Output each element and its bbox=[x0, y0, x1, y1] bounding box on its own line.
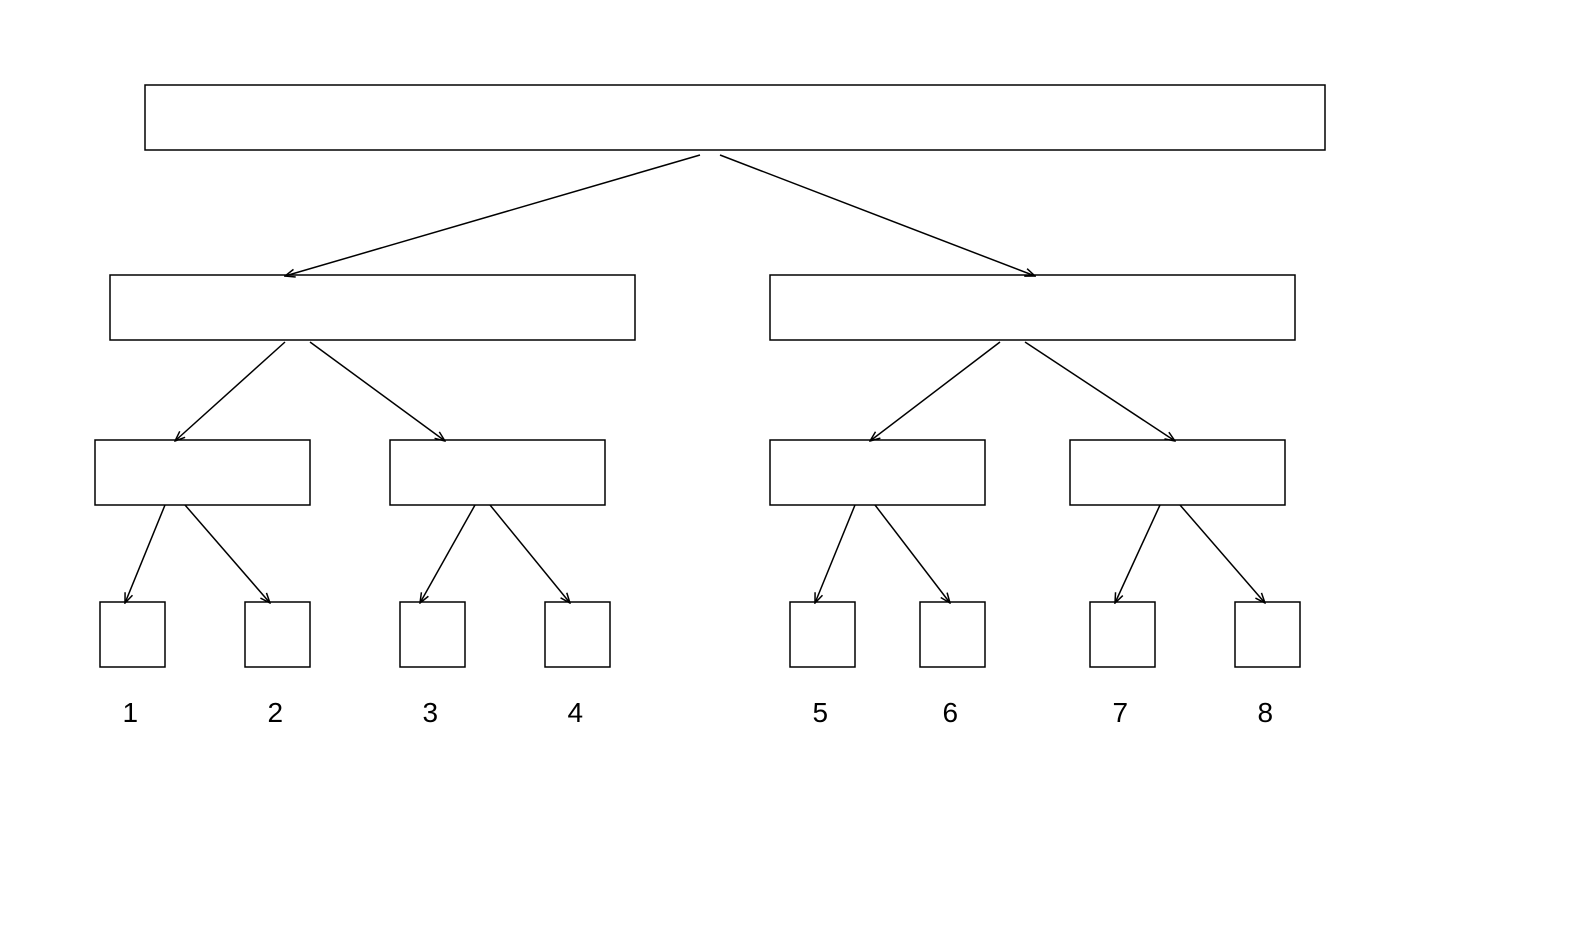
tree-node bbox=[1235, 602, 1300, 667]
leaf-label: 5 bbox=[813, 697, 829, 729]
tree-edge bbox=[815, 505, 855, 603]
nodes-group bbox=[95, 85, 1325, 667]
tree-edge bbox=[185, 505, 270, 603]
tree-node bbox=[1090, 602, 1155, 667]
tree-node bbox=[545, 602, 610, 667]
tree-edge bbox=[1180, 505, 1265, 603]
tree-edge bbox=[125, 505, 165, 603]
tree-node bbox=[790, 602, 855, 667]
leaf-label: 1 bbox=[123, 697, 139, 729]
tree-node bbox=[390, 440, 605, 505]
tree-edge bbox=[285, 155, 700, 276]
tree-edge bbox=[875, 505, 950, 603]
tree-node bbox=[770, 275, 1295, 340]
tree-diagram bbox=[0, 0, 1587, 940]
tree-edge bbox=[870, 342, 1000, 441]
tree-node bbox=[245, 602, 310, 667]
leaf-label: 7 bbox=[1113, 697, 1129, 729]
tree-edge bbox=[310, 342, 445, 441]
tree-edge bbox=[720, 155, 1035, 276]
tree-edge bbox=[490, 505, 570, 603]
tree-edge bbox=[420, 505, 475, 603]
tree-node bbox=[400, 602, 465, 667]
leaf-label: 4 bbox=[568, 697, 584, 729]
tree-node bbox=[100, 602, 165, 667]
tree-node bbox=[145, 85, 1325, 150]
tree-node bbox=[110, 275, 635, 340]
leaf-label: 8 bbox=[1258, 697, 1274, 729]
leaf-label: 3 bbox=[423, 697, 439, 729]
tree-edge bbox=[175, 342, 285, 441]
tree-node bbox=[1070, 440, 1285, 505]
leaf-label: 2 bbox=[268, 697, 284, 729]
tree-node bbox=[95, 440, 310, 505]
tree-edge bbox=[1115, 505, 1160, 603]
tree-node bbox=[920, 602, 985, 667]
tree-edge bbox=[1025, 342, 1175, 441]
leaf-label: 6 bbox=[943, 697, 959, 729]
edges-group bbox=[125, 155, 1265, 603]
tree-node bbox=[770, 440, 985, 505]
